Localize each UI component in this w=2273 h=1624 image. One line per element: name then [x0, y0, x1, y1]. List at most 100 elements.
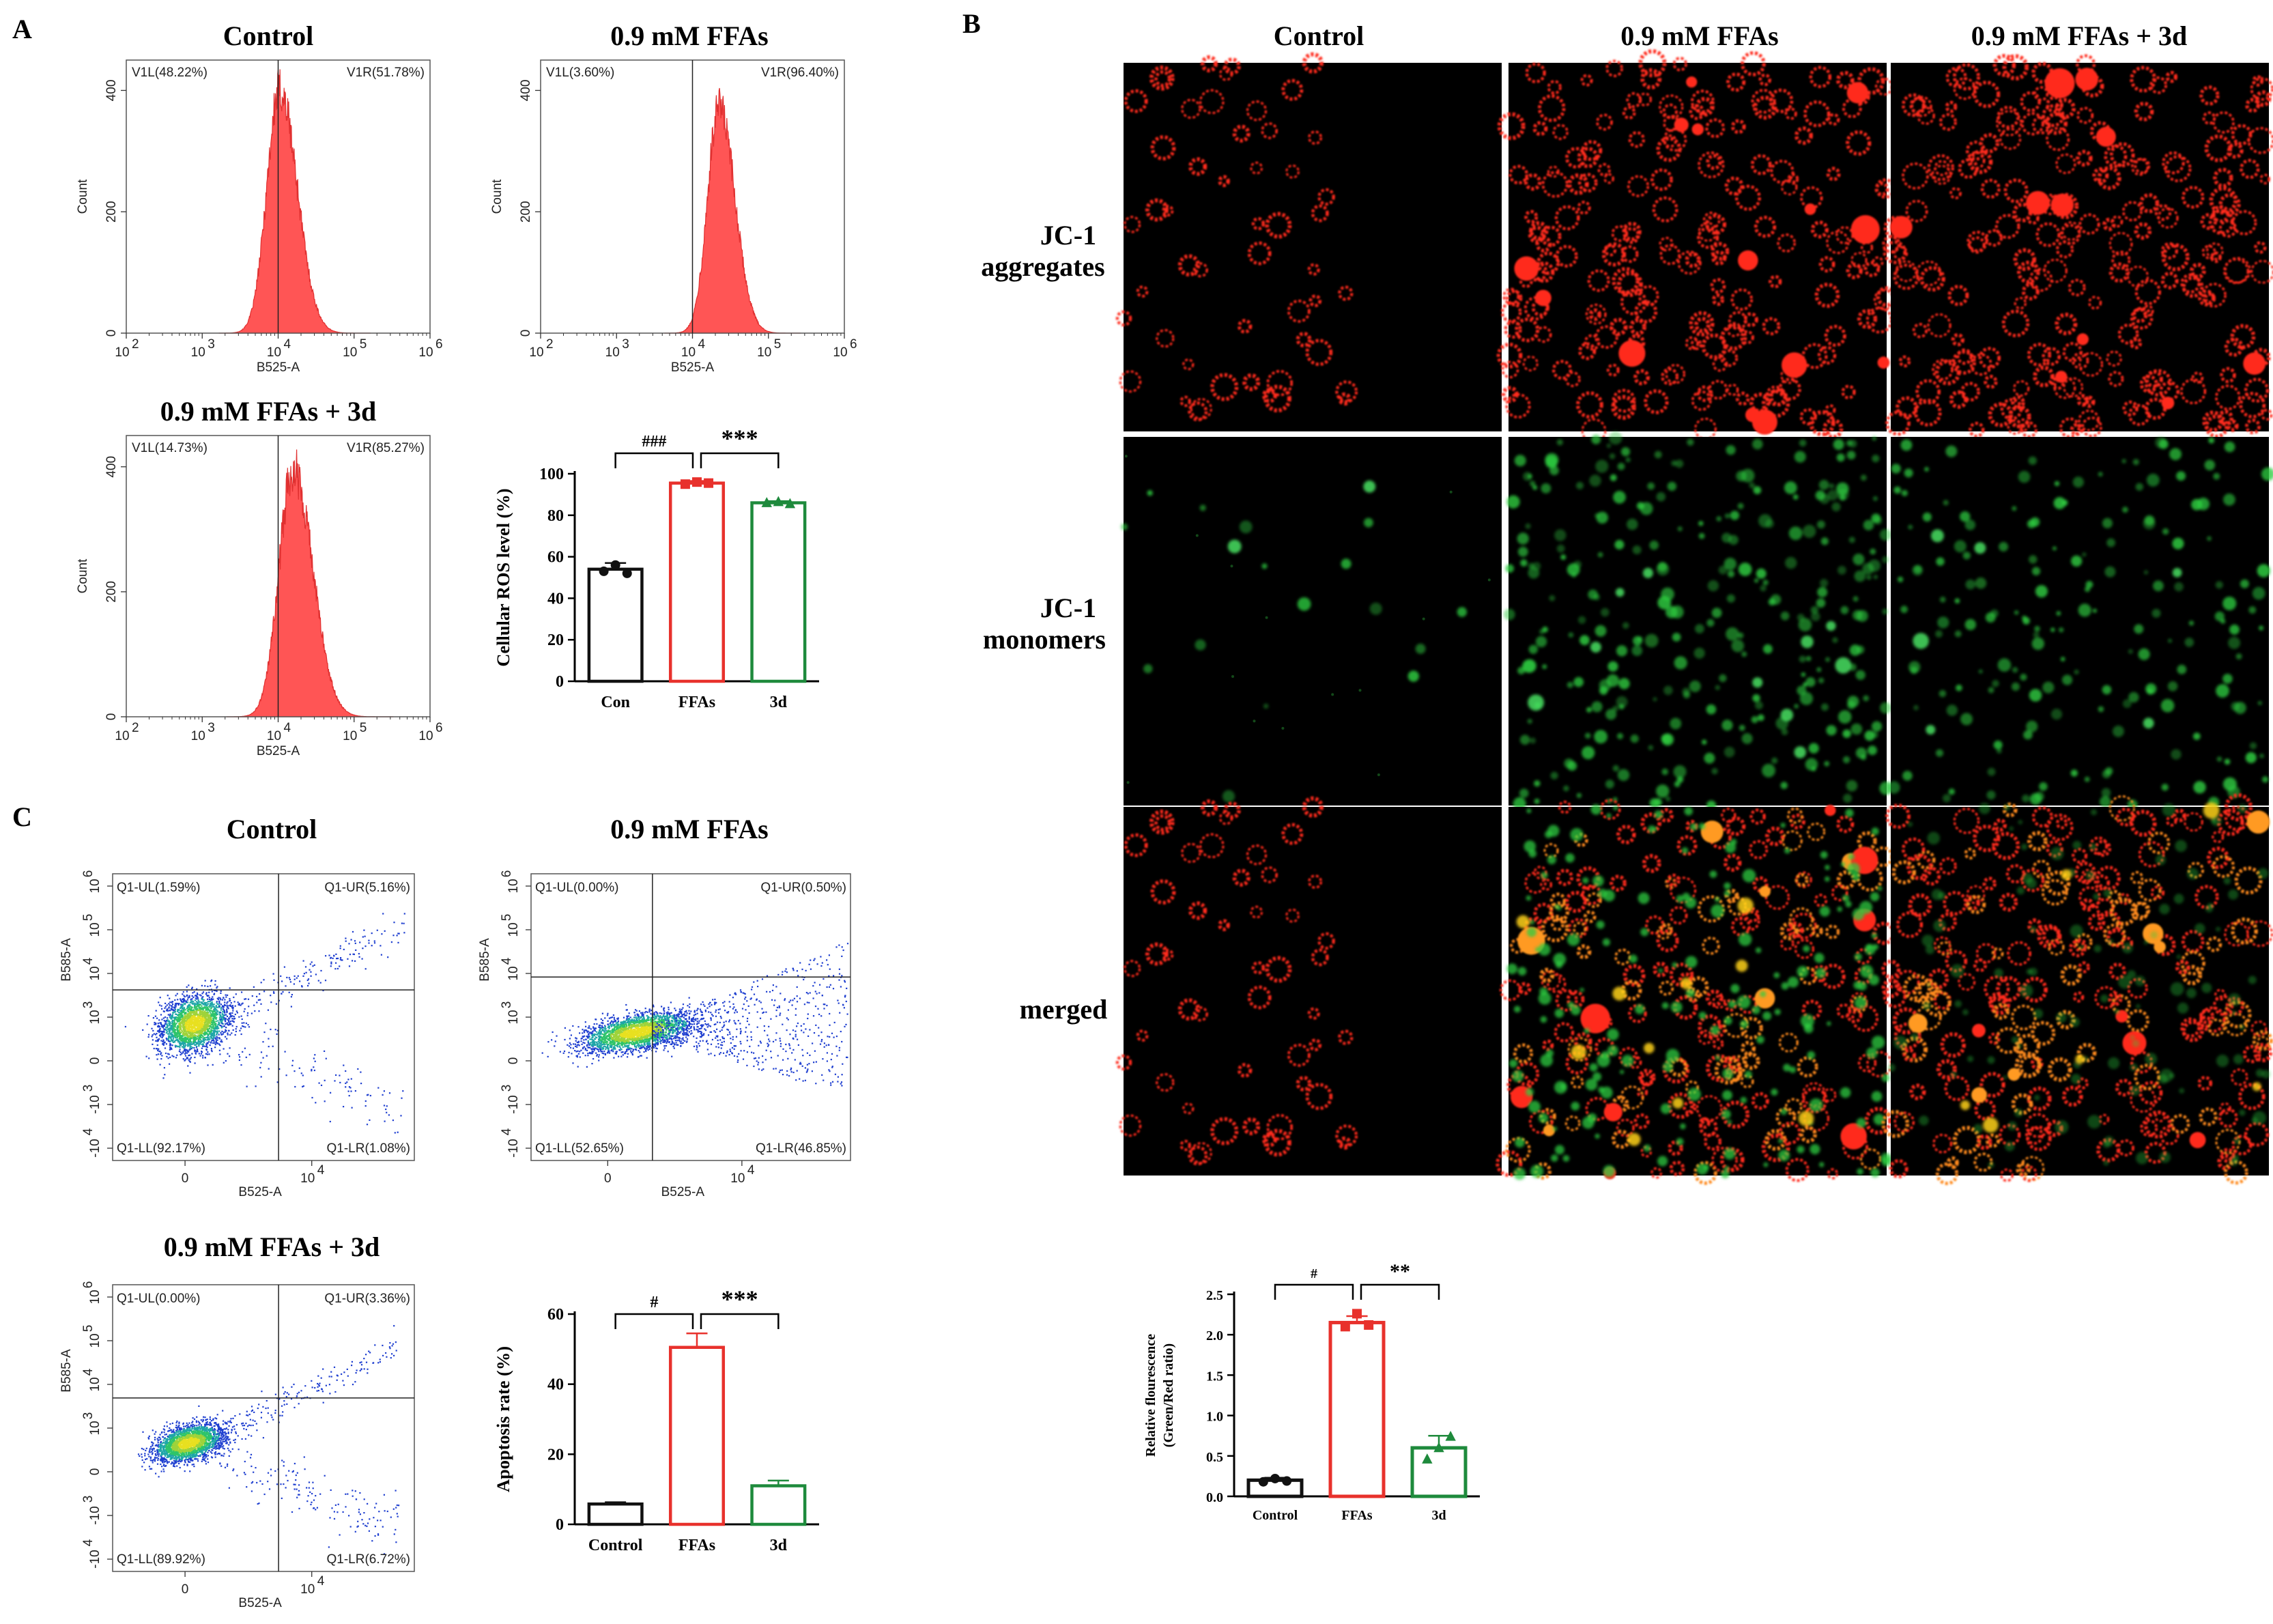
event-dot — [600, 1018, 602, 1020]
event-dot — [629, 1030, 631, 1032]
event-dot — [685, 1010, 687, 1013]
event-dot — [584, 1029, 586, 1031]
gate-label-right: V1R(96.40%) — [761, 66, 839, 80]
event-dot — [640, 1023, 642, 1025]
event-dot — [185, 1036, 187, 1038]
event-dot — [220, 990, 222, 992]
x-tick-label: 10 — [418, 729, 433, 743]
event-dot — [612, 1037, 614, 1039]
event-dot — [211, 1021, 214, 1023]
event-dot — [199, 1031, 201, 1034]
event-dot — [198, 1036, 200, 1038]
event-dot — [685, 1029, 687, 1031]
event-dot — [623, 1041, 625, 1043]
event-dot — [192, 1039, 195, 1041]
event-dot — [177, 1040, 180, 1042]
event-dot — [222, 1005, 224, 1007]
event-dot — [333, 954, 335, 956]
event-dot — [142, 1029, 144, 1031]
event-dot — [639, 1035, 641, 1037]
event-dot — [663, 1047, 666, 1049]
event-dot — [196, 1025, 198, 1027]
event-dot — [567, 1056, 569, 1058]
event-dot — [159, 1051, 161, 1053]
event-dot — [364, 935, 366, 937]
event-dot — [160, 1023, 162, 1025]
event-dot — [201, 1047, 203, 1049]
event-dot — [207, 1024, 209, 1026]
event-dot — [595, 1018, 597, 1021]
event-dot — [652, 1038, 654, 1040]
event-dot — [308, 982, 310, 984]
event-dot — [641, 1047, 643, 1049]
event-dot — [175, 1026, 177, 1028]
event-dot — [642, 1026, 644, 1028]
event-dot — [653, 1023, 655, 1025]
event-dot — [172, 1024, 174, 1026]
event-dot — [222, 1011, 224, 1013]
event-dot — [188, 1032, 190, 1035]
event-dot — [291, 994, 293, 996]
event-dot — [182, 1037, 184, 1039]
event-dot — [688, 1006, 691, 1008]
event-dot — [183, 1021, 186, 1023]
event-dot — [629, 1048, 631, 1050]
event-dot — [161, 1036, 163, 1038]
event-dot — [184, 1002, 186, 1004]
event-dot — [173, 1019, 175, 1021]
event-dot — [196, 988, 198, 991]
event-dot — [190, 1057, 192, 1059]
event-dot — [162, 1017, 165, 1019]
event-dot — [223, 1048, 225, 1050]
event-dot — [688, 1024, 690, 1026]
x-tick-label: 10 — [267, 729, 281, 743]
event-dot — [216, 1036, 218, 1038]
event-dot — [198, 1043, 200, 1045]
event-dot — [669, 1023, 671, 1025]
event-dot — [628, 1018, 630, 1021]
y-tick-label: 0 — [104, 330, 119, 337]
event-dot — [650, 1016, 652, 1018]
event-dot — [187, 997, 189, 999]
event-dot — [178, 1034, 180, 1036]
event-dot — [185, 1021, 187, 1023]
event-dot — [169, 1036, 171, 1038]
event-dot — [180, 1003, 182, 1006]
event-dot — [182, 1043, 184, 1045]
event-dot — [184, 1016, 186, 1018]
event-dot — [618, 1045, 621, 1047]
event-dot — [212, 1064, 214, 1066]
event-dot — [368, 939, 370, 941]
event-dot — [704, 1010, 706, 1012]
event-dot — [177, 1008, 179, 1010]
event-dot — [631, 1042, 633, 1044]
event-dot — [190, 1034, 192, 1036]
event-dot — [659, 1016, 661, 1019]
event-dot — [182, 1052, 184, 1054]
y-tick-label: 80 — [547, 507, 564, 525]
event-dot — [664, 1025, 666, 1027]
event-dot — [182, 1018, 184, 1021]
event-dot — [175, 1016, 177, 1018]
event-dot — [177, 1041, 180, 1043]
event-dot — [171, 1016, 173, 1018]
event-dot — [637, 1017, 639, 1019]
event-dot — [223, 1009, 225, 1011]
event-dot — [625, 1051, 627, 1053]
event-dot — [224, 1001, 226, 1003]
event-dot — [642, 1036, 644, 1039]
event-dot — [634, 1020, 636, 1022]
event-dot — [647, 1049, 649, 1051]
event-dot — [214, 1013, 216, 1016]
event-dot — [166, 1055, 168, 1057]
event-dot — [337, 967, 339, 970]
event-dot — [258, 1010, 260, 1012]
event-dot — [196, 1030, 198, 1032]
event-dot — [212, 1021, 214, 1023]
event-dot — [601, 1048, 603, 1050]
event-dot — [311, 1070, 313, 1072]
event-dot — [640, 1046, 642, 1049]
event-dot — [638, 1029, 640, 1031]
event-dot — [199, 1038, 201, 1040]
event-dot — [192, 1021, 195, 1023]
